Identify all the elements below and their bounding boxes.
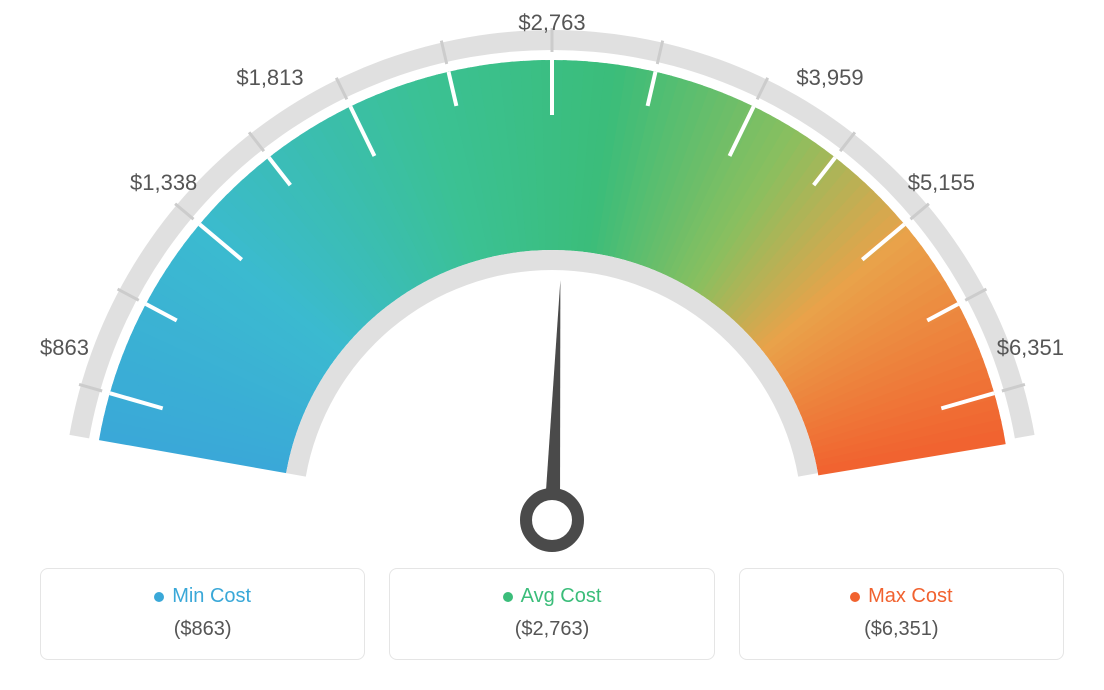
legend-dot-min bbox=[154, 592, 164, 602]
gauge-tick-label: $863 bbox=[40, 335, 89, 361]
legend-value-max: ($6,351) bbox=[750, 618, 1053, 641]
legend-label-max: Max Cost bbox=[868, 585, 952, 608]
gauge-tick-label: $1,813 bbox=[236, 65, 303, 91]
legend-dot-max bbox=[850, 592, 860, 602]
legend-card-min: Min Cost ($863) bbox=[40, 568, 365, 660]
gauge-chart: $863 $1,338 $1,813 $2,763 $3,959 $5,155 $6,351 bbox=[0, 0, 1104, 560]
legend-label-avg: Avg Cost bbox=[521, 585, 602, 608]
legend-row: Min Cost ($863) Avg Cost ($2,763) Max Co… bbox=[40, 568, 1064, 660]
legend-label-min: Min Cost bbox=[172, 585, 251, 608]
gauge-tick-label: $5,155 bbox=[908, 170, 975, 196]
gauge-svg bbox=[0, 0, 1104, 560]
legend-dot-avg bbox=[503, 592, 513, 602]
legend-top-max: Max Cost bbox=[750, 585, 1053, 608]
cost-gauge-container: $863 $1,338 $1,813 $2,763 $3,959 $5,155 $6,351… bbox=[0, 0, 1104, 690]
legend-card-avg: Avg Cost ($2,763) bbox=[389, 568, 714, 660]
legend-top-avg: Avg Cost bbox=[400, 585, 703, 608]
gauge-tick-label: $2,763 bbox=[518, 10, 585, 36]
legend-card-max: Max Cost ($6,351) bbox=[739, 568, 1064, 660]
legend-top-min: Min Cost bbox=[51, 585, 354, 608]
legend-value-avg: ($2,763) bbox=[400, 618, 703, 641]
gauge-tick-label: $1,338 bbox=[130, 170, 197, 196]
gauge-tick-label: $3,959 bbox=[796, 65, 863, 91]
gauge-tick-label: $6,351 bbox=[997, 335, 1064, 361]
legend-value-min: ($863) bbox=[51, 618, 354, 641]
